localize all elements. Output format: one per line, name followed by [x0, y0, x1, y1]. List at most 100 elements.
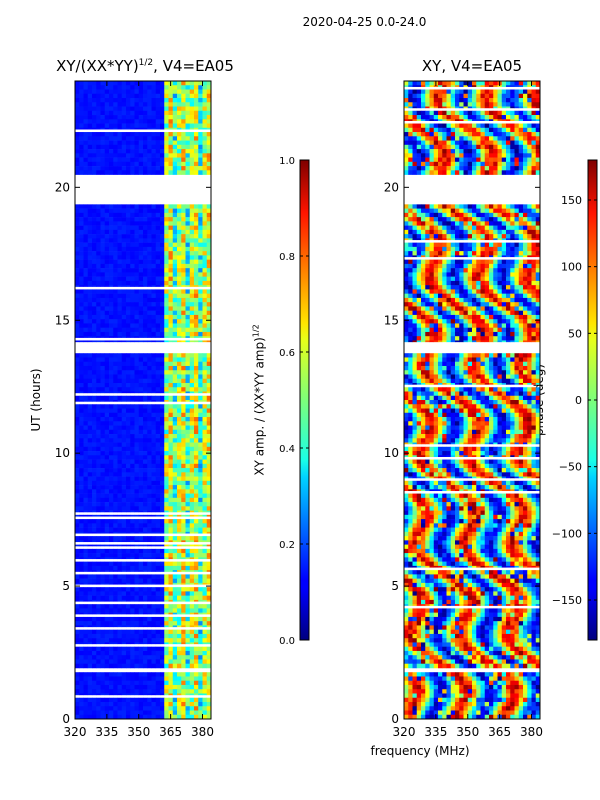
heatmap-cell: [160, 553, 165, 558]
heatmap-cell: [117, 268, 123, 273]
heatmap-cell: [160, 272, 165, 277]
heatmap-cell: [130, 272, 135, 277]
heatmap-cell: [189, 693, 195, 696]
heatmap-cell: [181, 161, 186, 167]
heatmap-cell: [160, 429, 165, 435]
heatmap-cell: [160, 472, 165, 477]
heatmap-cell: [109, 476, 114, 482]
heatmap-cell: [117, 455, 123, 460]
heatmap-cell: [109, 132, 114, 137]
heatmap-cell: [143, 106, 148, 112]
heatmap-cell: [75, 463, 80, 469]
heatmap-cell: [121, 697, 127, 703]
heatmap-cell: [79, 548, 84, 554]
heatmap-cell: [206, 93, 212, 99]
heatmap-cell: [126, 523, 131, 528]
heatmap-cell: [121, 434, 127, 439]
heatmap-cell: [151, 676, 157, 682]
heatmap-cell: [109, 591, 114, 596]
heatmap-cell: [121, 523, 127, 528]
heatmap-cell: [147, 544, 152, 547]
heatmap-cell: [147, 204, 152, 209]
heatmap-cell: [79, 404, 84, 409]
heatmap-cell: [109, 280, 114, 286]
heatmap-cell: [531, 85, 537, 87]
heatmap-cell: [194, 680, 199, 686]
heatmap-cell: [134, 680, 140, 686]
heatmap-cell: [130, 519, 135, 524]
heatmap-cell: [155, 319, 161, 324]
heatmap-cell: [147, 319, 152, 324]
heatmap-cell: [134, 468, 140, 473]
heatmap-cell: [172, 497, 178, 503]
heatmap-cell: [164, 391, 169, 394]
heatmap-cell: [160, 132, 165, 137]
heatmap-cell: [109, 123, 114, 129]
heatmap-cell: [198, 153, 203, 158]
heatmap-cell: [172, 221, 178, 226]
heatmap-cell: [181, 302, 186, 307]
heatmap-cell: [138, 161, 144, 167]
heatmap-cell: [160, 599, 165, 602]
heatmap-cell: [113, 527, 118, 533]
heatmap-cell: [126, 365, 131, 371]
heatmap-cell: [181, 123, 186, 129]
heatmap-cell: [206, 259, 212, 265]
heatmap-cell: [164, 204, 169, 209]
heatmap-cell: [109, 370, 114, 375]
heatmap-cell: [79, 633, 84, 639]
heatmap-cell: [151, 106, 157, 112]
heatmap-cell: [134, 438, 140, 443]
heatmap-cell: [155, 391, 161, 394]
heatmap-cell: [87, 225, 93, 231]
heatmap-cell: [206, 319, 212, 324]
heatmap-cell: [506, 140, 511, 146]
heatmap-cell: [433, 102, 439, 107]
heatmap-cell: [138, 557, 144, 560]
heatmap-cell: [497, 102, 503, 107]
heatmap-cell: [177, 306, 182, 311]
heatmap-cell: [198, 110, 203, 116]
heatmap-cell: [189, 621, 195, 626]
heatmap-cell: [506, 132, 511, 137]
heatmap-cell: [138, 527, 144, 533]
heatmap-cell: [206, 336, 212, 338]
heatmap-cell: [100, 642, 106, 645]
heatmap-cell: [117, 365, 123, 371]
heatmap-cell: [151, 519, 157, 524]
heatmap-cell: [143, 446, 148, 452]
heatmap-cell: [96, 297, 101, 303]
heatmap-cell: [126, 642, 131, 645]
heatmap-cell: [79, 684, 84, 690]
heatmap-cell: [160, 242, 165, 248]
heatmap-cell: [189, 429, 195, 435]
heatmap-cell: [455, 119, 460, 121]
heatmap-cell: [83, 302, 89, 307]
heatmap-cell: [92, 276, 97, 282]
heatmap-cell: [151, 502, 157, 507]
heatmap-cell: [185, 327, 191, 333]
heatmap-cell: [168, 263, 174, 269]
heatmap-cell: [181, 400, 186, 402]
heatmap-cell: [164, 93, 169, 99]
heatmap-cell: [96, 314, 101, 320]
heatmap-cell: [194, 225, 199, 231]
heatmap-cell: [121, 136, 127, 141]
heatmap-cell: [497, 119, 503, 121]
heatmap-cell: [138, 646, 144, 652]
heatmap-cell: [104, 357, 110, 363]
heatmap-cell: [138, 540, 144, 543]
heatmap-cell: [185, 221, 191, 226]
heatmap-cell: [202, 170, 208, 175]
heatmap-cell: [151, 400, 157, 402]
heatmap-cell: [117, 353, 123, 358]
heatmap-cell: [75, 595, 80, 601]
heatmap-cell: [164, 229, 169, 235]
heatmap-cell: [168, 442, 174, 448]
heatmap-cell: [104, 259, 110, 265]
heatmap-cell: [96, 102, 101, 107]
heatmap-cell: [476, 81, 481, 86]
heatmap-cell: [104, 655, 110, 660]
heatmap-cell: [172, 582, 178, 585]
heatmap-cell: [75, 306, 80, 311]
